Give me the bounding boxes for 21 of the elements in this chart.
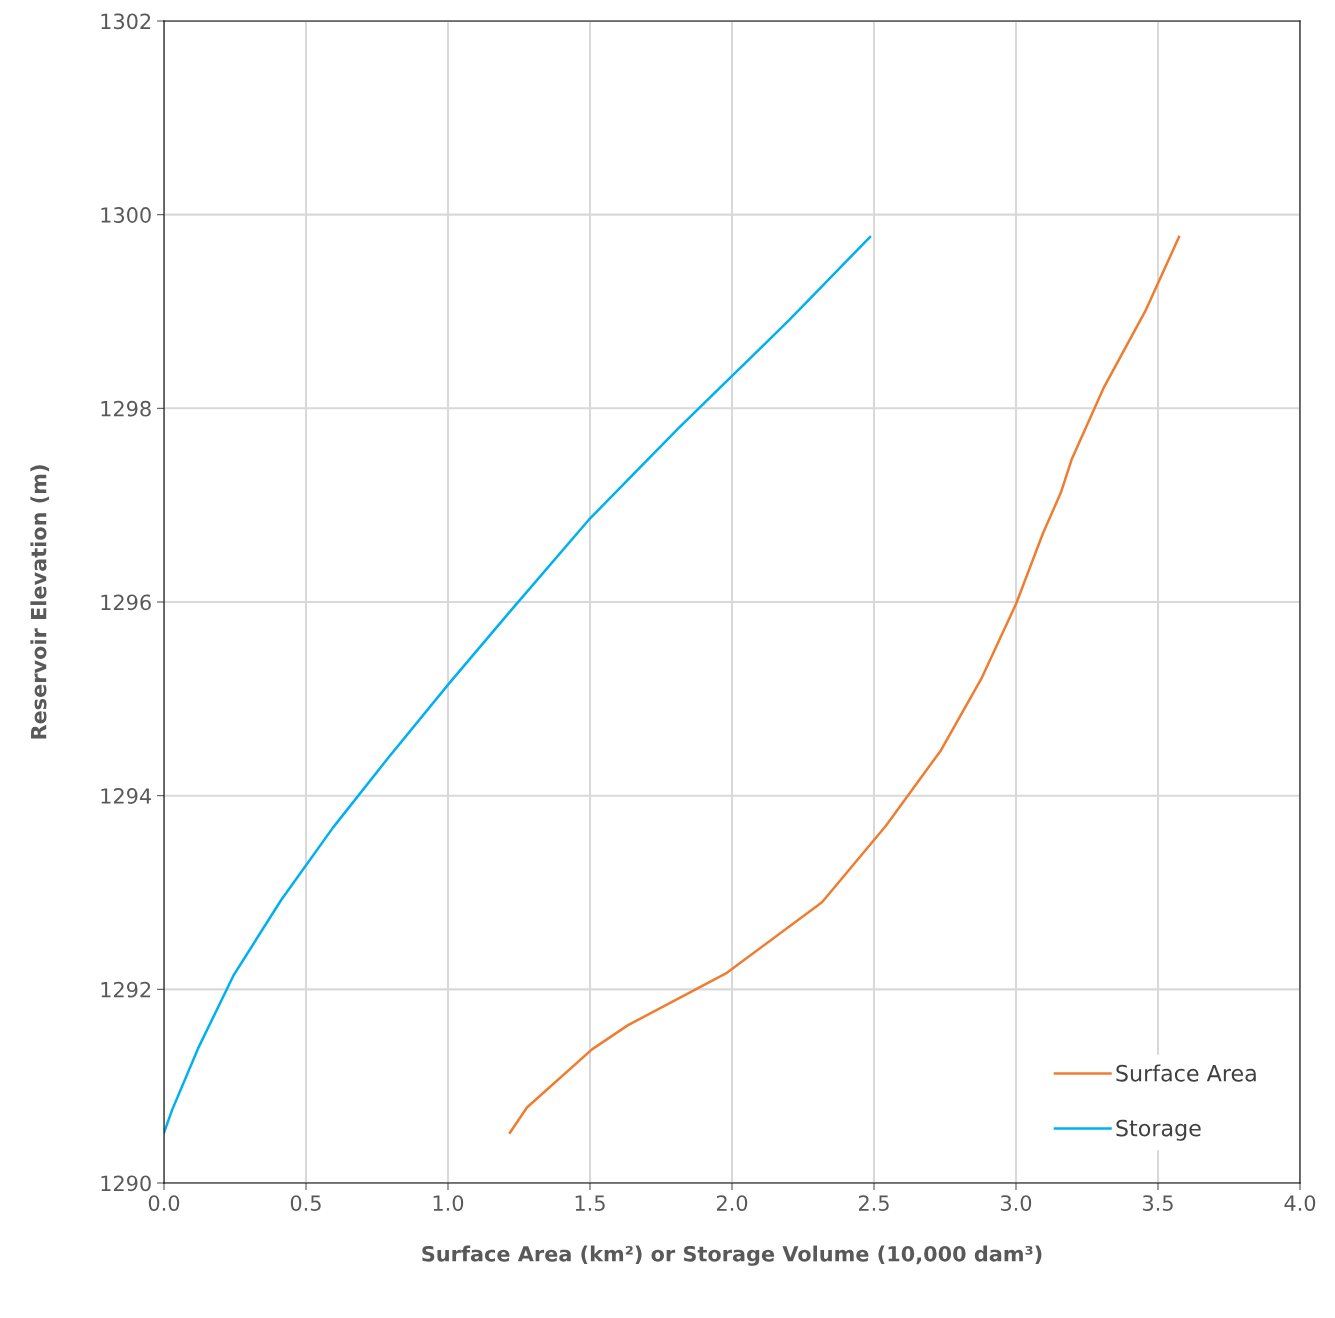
y-tick-label: 1294 [101, 788, 152, 804]
x-tick-label: 4.0 [1284, 1195, 1316, 1211]
x-tick-label: 2.0 [716, 1195, 748, 1211]
y-tick-label: 1298 [101, 400, 151, 417]
y-tick-label: 1296 [101, 594, 151, 611]
y-axis-title: Reservoir Elevation (m) [30, 465, 49, 739]
x-tick-label: 1.0 [433, 1195, 464, 1211]
y-tick-label: 1300 [101, 207, 151, 223]
y-tick-label: 1292 [101, 981, 151, 998]
legend-label: Storage [1116, 1119, 1201, 1141]
y-tick-label: 1302 [101, 13, 151, 30]
x-tick-label: 2.5 [858, 1195, 889, 1211]
line-series [164, 235, 872, 1134]
x-tick-label: 3.0 [1001, 1195, 1032, 1211]
x-tick-label: 3.5 [1143, 1195, 1173, 1211]
x-tick-label: 0.5 [290, 1195, 321, 1211]
x-tick-label: 1.5 [575, 1195, 605, 1211]
x-axis-title: Surface Area (km²) or Storage Volume (10,000 dam³) [422, 1245, 1042, 1266]
y-tick-label: 1290 [101, 1175, 151, 1192]
x-tick-label: 0.0 [148, 1195, 180, 1211]
legend-label: Surface Area [1116, 1064, 1256, 1082]
